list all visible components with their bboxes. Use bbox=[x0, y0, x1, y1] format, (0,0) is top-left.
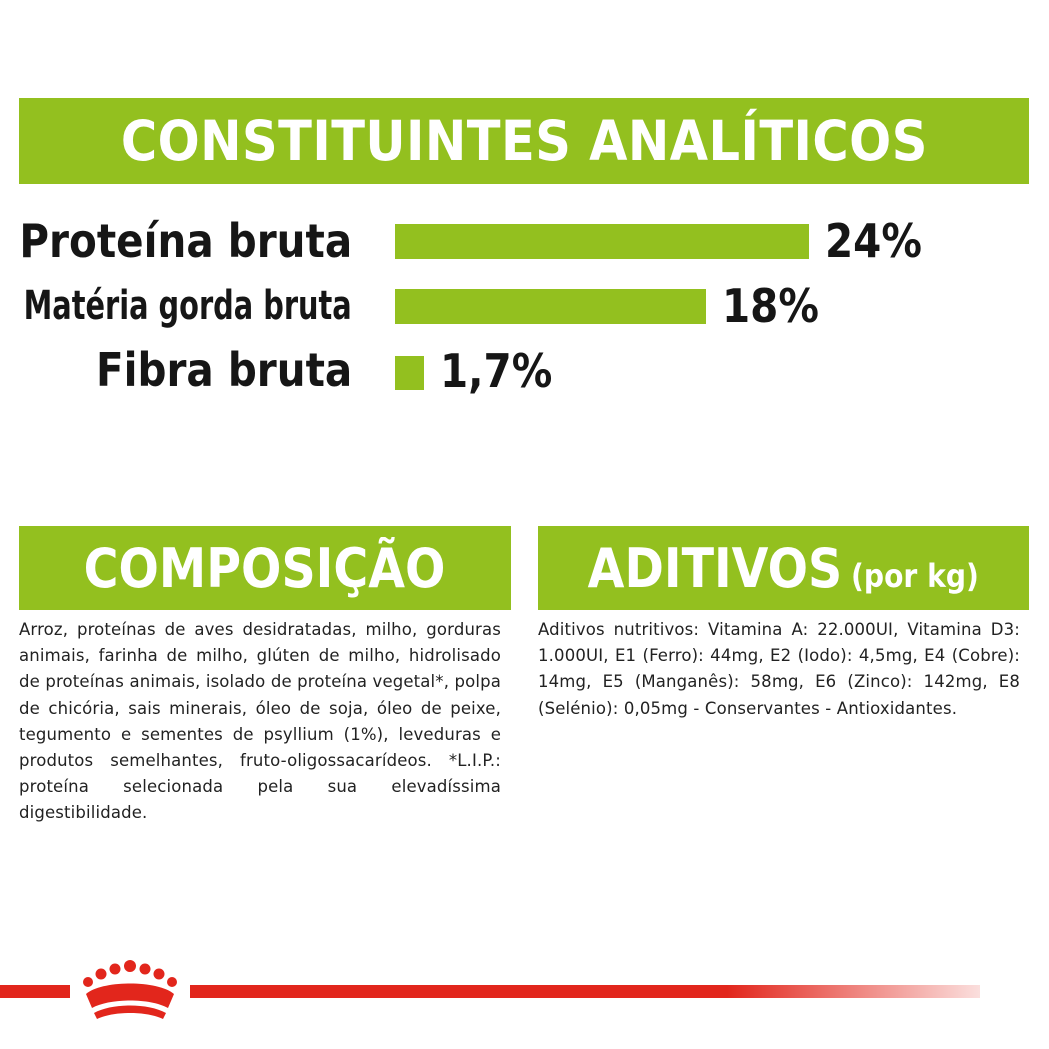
composition-header: COMPOSIÇÃO bbox=[19, 526, 511, 610]
nutrient-value-fat: 18% bbox=[722, 279, 819, 333]
additives-title: ADITIVOS bbox=[587, 536, 843, 600]
nutrient-value-fiber: 1,7% bbox=[440, 344, 553, 398]
additives-header: ADITIVOS (por kg) bbox=[538, 526, 1029, 610]
nutrient-value-protein: 24% bbox=[825, 214, 922, 268]
nutrient-label-protein: Proteína bruta bbox=[19, 214, 352, 268]
additives-subtitle: (por kg) bbox=[851, 556, 980, 595]
royal-canin-crown-icon bbox=[83, 960, 177, 1019]
nutrient-label-fiber: Fibra bruta bbox=[95, 343, 352, 397]
nutrient-bar-fiber bbox=[395, 356, 424, 390]
composition-title: COMPOSIÇÃO bbox=[84, 536, 446, 600]
nutrient-label-fat: Matéria gorda bruta bbox=[23, 283, 352, 329]
analytical-constituents-title: CONSTITUINTES ANALÍTICOS bbox=[120, 109, 928, 173]
nutrient-bar-protein bbox=[395, 224, 809, 259]
footer-red-line-right bbox=[190, 985, 980, 998]
additives-title-group: ADITIVOS (por kg) bbox=[588, 537, 979, 600]
analytical-constituents-banner: CONSTITUINTES ANALÍTICOS bbox=[19, 98, 1029, 184]
nutrient-bar-fat bbox=[395, 289, 706, 324]
footer-red-line-left bbox=[0, 985, 70, 998]
composition-text: Arroz, proteínas de aves desidratadas, m… bbox=[19, 620, 501, 823]
additives-text: Aditivos nutritivos: Vitamina A: 22.000U… bbox=[538, 620, 1020, 718]
